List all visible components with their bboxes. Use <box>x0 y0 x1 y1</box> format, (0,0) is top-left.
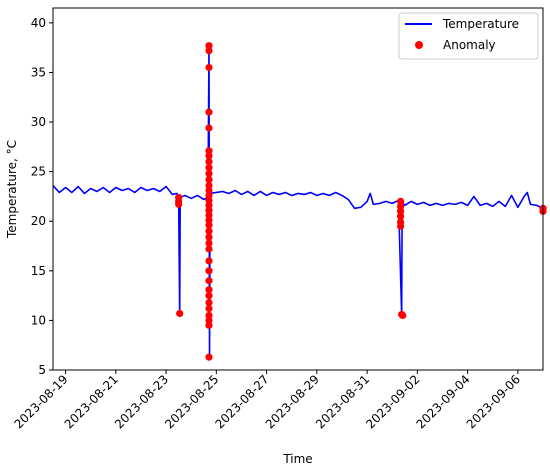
axes <box>52 7 544 371</box>
anomaly-point <box>205 267 213 275</box>
anomaly-point <box>205 292 213 300</box>
anomaly-point <box>205 221 213 229</box>
plot-frame <box>52 7 544 371</box>
anomaly-point <box>205 108 213 116</box>
y-axis-label: Temperature, °C <box>5 140 19 239</box>
anomaly-point <box>205 42 213 50</box>
anomaly-point <box>205 152 213 160</box>
anomaly-point <box>205 191 213 200</box>
legend-temperature-label: Temperature <box>442 17 519 31</box>
anomaly-point <box>205 311 213 320</box>
y-tick-label: 40 <box>31 16 46 30</box>
anomaly-point <box>205 201 213 209</box>
plot-data <box>52 42 547 361</box>
anomaly-point <box>205 227 213 235</box>
anomaly-point <box>205 124 213 132</box>
y-tick-label: 20 <box>31 214 46 228</box>
anomaly-point <box>205 158 213 166</box>
anomaly-point <box>205 181 213 190</box>
anomaly-point <box>399 311 407 320</box>
anomaly-point <box>397 197 405 205</box>
anomaly-point <box>205 206 213 214</box>
anomaly-point <box>205 353 213 361</box>
anomaly-point <box>205 216 213 224</box>
anomaly-point <box>397 202 405 210</box>
y-tick-label: 35 <box>31 65 46 79</box>
anomaly-point <box>397 212 405 220</box>
legend: Temperature Anomaly <box>398 12 539 60</box>
anomaly-point <box>205 175 213 184</box>
anomaly-point <box>205 321 213 329</box>
anomaly-point <box>205 304 213 313</box>
y-tick-label: 10 <box>31 313 46 327</box>
anomaly-point <box>397 222 405 230</box>
anomaly-point <box>397 207 405 215</box>
anomaly-point <box>205 170 213 178</box>
anomaly-point <box>176 309 184 318</box>
y-tick-label: 30 <box>31 115 46 129</box>
x-axis-label: Time <box>282 452 312 466</box>
y-tick-label: 25 <box>31 165 46 179</box>
anomaly-point <box>205 211 213 219</box>
anomaly-point <box>205 164 213 172</box>
anomaly-point <box>205 196 213 205</box>
anomaly-point <box>205 257 213 265</box>
legend-anomaly-swatch <box>415 41 423 49</box>
anomaly-point <box>205 298 213 307</box>
y-tick-label: 5 <box>38 363 46 377</box>
anomaly-point <box>205 147 213 155</box>
legend-box <box>398 12 539 60</box>
legend-anomaly-label: Anomaly <box>443 38 496 52</box>
anomaly-point <box>205 316 213 325</box>
anomaly-point <box>205 47 213 55</box>
anomaly-point <box>205 233 213 241</box>
anomaly-point <box>205 286 213 294</box>
anomaly-point <box>205 239 213 247</box>
y-tick-label: 15 <box>31 264 46 278</box>
anomaly-point <box>175 193 183 202</box>
anomaly-point <box>205 63 213 72</box>
temperature-series-line <box>52 45 544 358</box>
anomaly-point <box>205 277 213 285</box>
anomaly-point <box>205 245 213 253</box>
anomaly-point <box>205 186 213 195</box>
